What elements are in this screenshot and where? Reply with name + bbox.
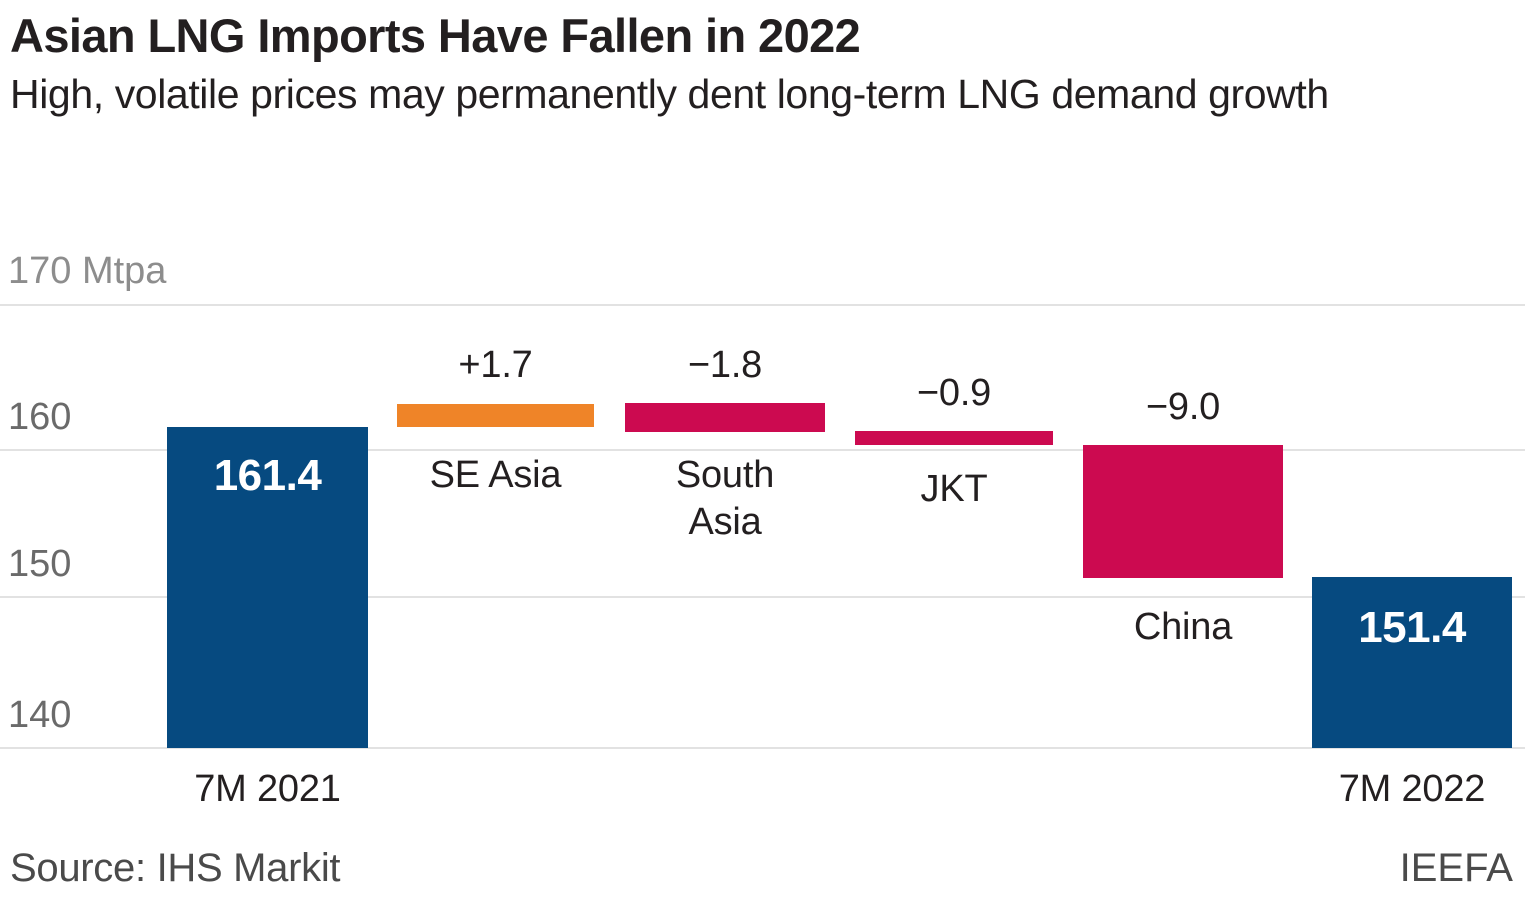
gridline-150	[0, 596, 1525, 598]
y-axis-unit-label: 170 Mtpa	[8, 252, 177, 290]
category-label-south-asia: South Asia	[605, 452, 845, 546]
brand-logo: IEEFA	[1399, 846, 1513, 890]
bar-value-7m-2022: 151.4	[1358, 603, 1466, 652]
bar-7m-2022[interactable]	[1312, 577, 1512, 748]
source-note: Source: IHS Markit	[10, 846, 341, 890]
bar-7m-2021[interactable]	[167, 427, 368, 748]
delta-label-china: −9.0	[1145, 386, 1221, 428]
category-label-se-asia: SE Asia	[429, 454, 562, 496]
bar-china[interactable]	[1083, 445, 1283, 578]
bar-value-7m-2021: 161.4	[213, 451, 322, 500]
bar-south-asia[interactable]	[625, 403, 825, 432]
bar-jkt[interactable]	[855, 431, 1053, 445]
category-label-south-asia-line2: Asia	[688, 501, 762, 543]
bar-se-asia[interactable]	[397, 404, 594, 427]
x-axis-label-end: 7M 2022	[1338, 768, 1486, 810]
delta-label-south-asia: −1.8	[687, 344, 763, 386]
y-axis-tick-160: 160	[8, 398, 82, 436]
gridline-140	[0, 747, 1525, 749]
y-axis-tick-150: 150	[8, 545, 82, 583]
delta-label-jkt: −0.9	[916, 372, 992, 414]
gridline-160	[0, 449, 1525, 451]
gridline-170	[0, 304, 1525, 306]
y-axis-tick-140: 140	[8, 696, 82, 734]
category-label-south-asia-line1: South	[675, 454, 775, 496]
category-label-china: China	[1133, 606, 1233, 648]
page-title: Asian LNG Imports Have Fallen in 2022	[10, 9, 861, 62]
x-axis-label-start: 7M 2021	[194, 768, 341, 810]
category-label-jkt: JKT	[920, 468, 988, 510]
chart-header: Asian LNG Imports Have Fallen in 2022 Hi…	[10, 0, 1515, 118]
delta-label-se-asia: +1.7	[458, 344, 533, 386]
chart-subtitle: High, volatile prices may permanently de…	[10, 71, 1329, 117]
